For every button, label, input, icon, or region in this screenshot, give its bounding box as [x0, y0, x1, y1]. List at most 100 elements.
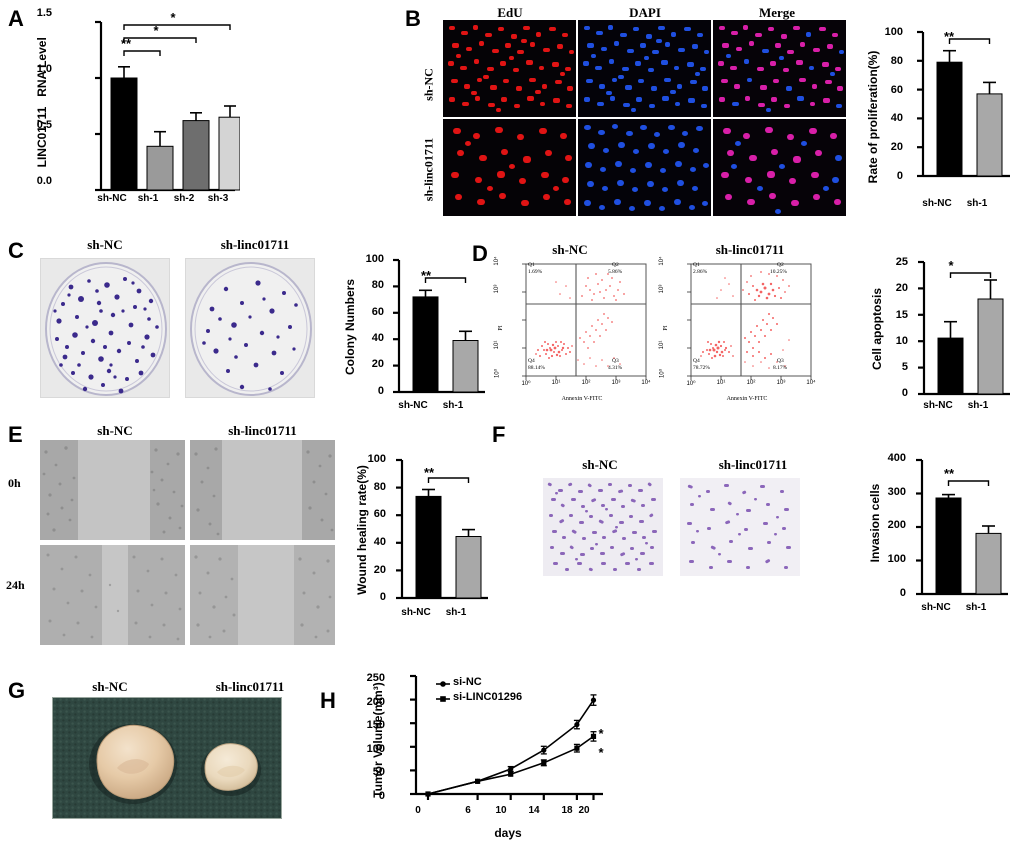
flow-q4-label-shlinc: Q4 [693, 358, 700, 364]
panel-f-ylabel: Invasion cells [868, 483, 882, 563]
panel-letter-a: A [8, 6, 24, 31]
colony-dots-shlinc [190, 262, 312, 396]
panel-e-sig-0: ** [423, 465, 435, 480]
flow-ytick-3-shlinc: 10³ [659, 284, 665, 294]
panel-e-ytick-0: 0 [379, 591, 386, 603]
panel-e-svg [396, 458, 488, 600]
panel-e-xtick-0: sh-NC [401, 607, 431, 618]
wound-svg-shlinc-0h [190, 440, 335, 540]
panel-b-ytick-100: 100 [884, 26, 903, 38]
wound-image-shnc-0h [40, 440, 185, 540]
panel-a-xtick-2: sh-2 [173, 193, 195, 204]
panel-h-ytick-150: 150 [366, 719, 385, 731]
merge-image-shnc [713, 20, 846, 117]
panel-h-ytick-200: 200 [366, 696, 385, 708]
flow-xtick-1-shnc: 10¹ [551, 380, 561, 386]
flow-q2-value-shlinc: 10.25% [770, 269, 787, 275]
panel-c-ytick-20: 20 [371, 358, 384, 370]
panel-e-row-label-24h: 24h [6, 578, 25, 592]
panel-h-legend-1: si-LINC01296 [453, 691, 523, 703]
flow-q3-label-shnc: Q3 [612, 358, 619, 364]
panel-letter-b: B [405, 6, 421, 31]
panel-b-ytick-20: 20 [890, 141, 903, 153]
panel-e-ytick-40: 40 [373, 536, 386, 548]
panel-e-col-title-0: sh-NC [97, 423, 133, 438]
panel-d-ytick-15: 15 [895, 309, 908, 321]
flow-xtick-3-shlinc: 10³ [776, 380, 786, 386]
panel-a-xtick-0: sh-NC [97, 193, 127, 204]
panel-e-chart [388, 450, 498, 620]
panel-b-col-title-edu: EdU [497, 5, 523, 20]
panel-c-ytick-100: 100 [365, 253, 384, 265]
panel-h-sig-0: * [598, 726, 604, 741]
flow-ytick-1-shnc: 10¹ [494, 340, 500, 350]
colony-plate-shlinc [185, 258, 315, 398]
wound-svg-shnc-0h [40, 440, 185, 540]
panel-c-xtick-0: sh-NC [398, 400, 428, 411]
panel-c-sig-0: ** [420, 268, 432, 283]
panel-d-ytick-0: 0 [901, 387, 908, 399]
panel-c-xtick-1: sh-1 [442, 400, 464, 411]
flow-q2-label-shnc: Q2 [612, 262, 619, 268]
invasion-dots-shlinc [680, 478, 800, 576]
flow-svg-shlinc [687, 263, 812, 380]
panel-h-ytick-0: 0 [378, 790, 385, 802]
panel-e-ytick-80: 80 [373, 481, 386, 493]
flow-q3-label-shlinc: Q3 [777, 358, 784, 364]
panel-c-ytick-0: 0 [377, 385, 384, 397]
flow-ytick-4-shlinc: 10⁴ [659, 256, 665, 266]
panel-a-chart [55, 10, 240, 210]
panel-h-xtick-18: 18 [561, 805, 573, 816]
panel-c-ylabel: Colony Numbers [343, 279, 357, 376]
flow-xtick-4-shlinc: 10⁴ [806, 380, 816, 386]
flow-q4-label-shnc: Q4 [528, 358, 535, 364]
invasion-image-shnc [543, 478, 663, 576]
dapi-dots-shlinc [584, 124, 709, 211]
panel-c-col-title-0: sh-NC [87, 237, 123, 252]
panel-letter-c: C [8, 238, 24, 263]
edu-image-shnc [443, 20, 576, 117]
panel-letter-f: F [492, 422, 506, 447]
merge-dots-shlinc [721, 127, 842, 214]
colony-plate-shnc [40, 258, 170, 398]
wound-image-shnc-24h [40, 545, 185, 645]
panel-d-ytick-20: 20 [895, 282, 908, 294]
panel-f-ytick-100: 100 [887, 553, 906, 565]
panel-letter-g: G [8, 678, 26, 703]
flow-q4-value-shnc: 88.14% [528, 365, 545, 371]
panel-d-svg [918, 260, 1010, 396]
flow-xtick-1-shlinc: 10¹ [716, 380, 726, 386]
flow-xtick-3-shnc: 10³ [611, 380, 621, 386]
invasion-dots-shnc [543, 478, 663, 576]
panel-b-ytick-40: 40 [890, 112, 903, 124]
panel-g-col-title-0: sh-NC [92, 679, 128, 694]
panel-b-row-label-shlinc: sh-linc01711 [421, 137, 436, 202]
panel-d-ylabel: Cell apoptosis [870, 288, 884, 371]
flow-xtick-2-shnc: 10² [581, 380, 591, 386]
flow-q3-value-shnc: 4.31% [608, 365, 623, 371]
panel-f-chart [908, 452, 1018, 622]
flow-q1-value-shlinc: 2.86% [693, 269, 708, 275]
panel-a-ytick-0: 0.0 [36, 175, 52, 187]
panel-e-ytick-20: 20 [373, 564, 386, 576]
panel-h-ytick-100: 100 [366, 743, 385, 755]
panel-b-col-title-merge: Merge [758, 5, 796, 20]
panel-h-chart [388, 672, 618, 817]
panel-a-xtick-3: sh-3 [207, 193, 229, 204]
panel-a-sig-1: * [153, 23, 159, 38]
edu-dots-shnc [448, 25, 574, 112]
colony-dots-shnc [45, 262, 167, 396]
flow-q1-label-shnc: Q1 [528, 262, 535, 268]
panel-d-col-title-0: sh-NC [552, 242, 588, 257]
flow-xtick-2-shlinc: 10² [746, 380, 756, 386]
dapi-image-shnc [578, 20, 711, 117]
flow-q3-value-shlinc: 8.17% [773, 365, 788, 371]
flow-q1-value-shnc: 1.69% [528, 269, 543, 275]
panel-f-ytick-300: 300 [887, 486, 906, 498]
flow-xlabel-shlinc: Annexin V-FITC [726, 396, 768, 402]
panel-a-sig-2: * [170, 10, 176, 25]
panel-letter-e: E [8, 422, 23, 447]
panel-d-ytick-5: 5 [901, 361, 908, 373]
panel-h-xtick-10: 10 [495, 805, 507, 816]
flow-q2-value-shnc: 5.86% [608, 269, 623, 275]
